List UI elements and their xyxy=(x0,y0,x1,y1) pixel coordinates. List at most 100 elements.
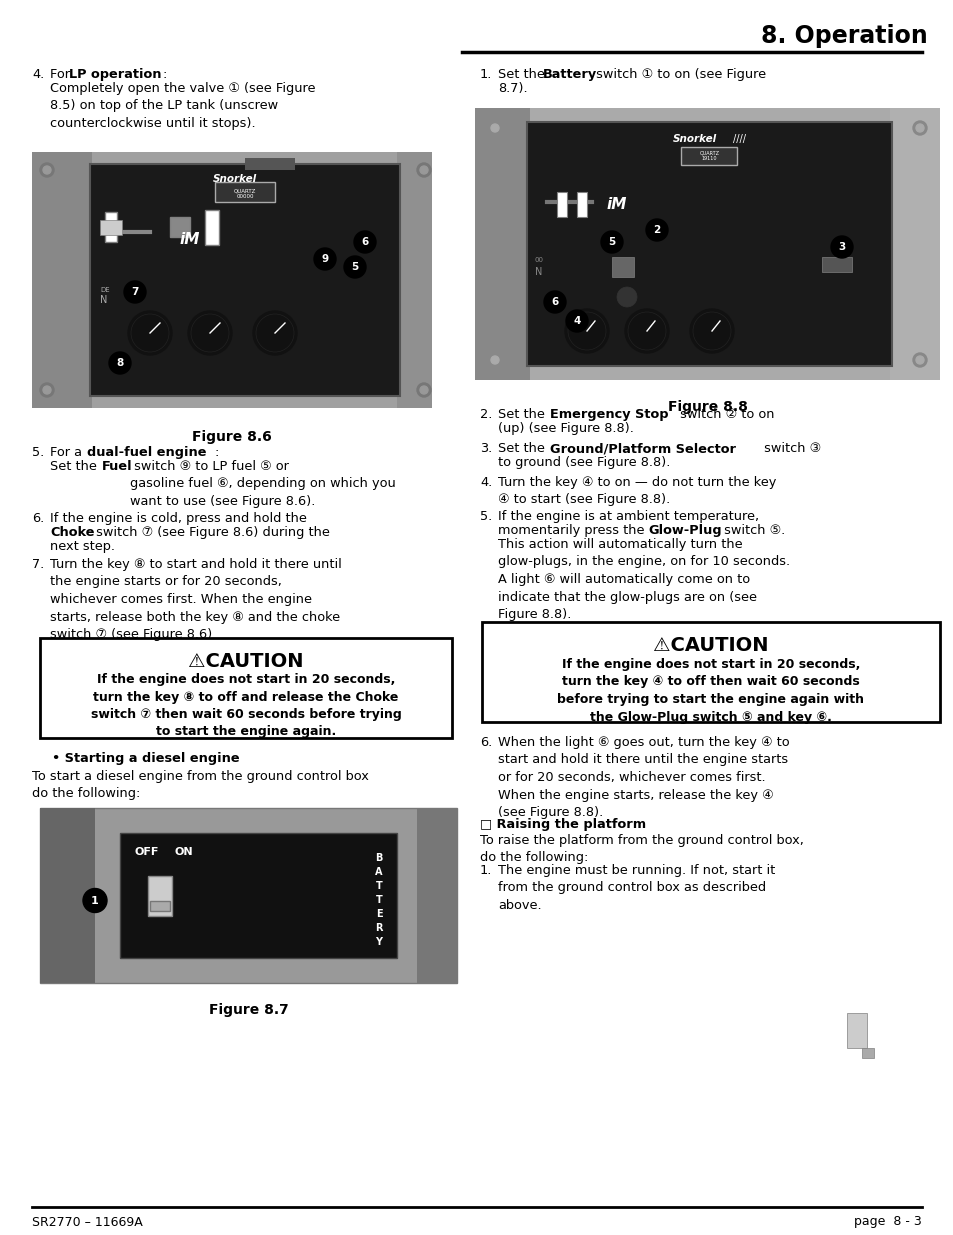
Text: T: T xyxy=(375,895,382,905)
Text: Glow-Plug: Glow-Plug xyxy=(647,524,720,537)
Circle shape xyxy=(416,163,431,177)
Text: 1: 1 xyxy=(91,895,99,905)
Text: B: B xyxy=(375,853,382,863)
Text: Set the: Set the xyxy=(497,442,548,454)
Text: SR2770 – 11669A: SR2770 – 11669A xyxy=(32,1215,143,1229)
Text: 00: 00 xyxy=(535,257,543,263)
Text: iM: iM xyxy=(606,198,626,212)
Circle shape xyxy=(40,383,54,396)
Circle shape xyxy=(354,231,375,253)
Text: 9: 9 xyxy=(321,254,328,264)
Circle shape xyxy=(645,219,667,241)
Circle shape xyxy=(83,888,107,913)
Circle shape xyxy=(689,309,733,353)
Text: When the light ⑥ goes out, turn the key ④ to
start and hold it there until the e: When the light ⑥ goes out, turn the key … xyxy=(497,736,789,819)
Text: 4: 4 xyxy=(573,316,580,326)
Text: If the engine does not start in 20 seconds,
turn the key ④ to off then wait 60 s: If the engine does not start in 20 secon… xyxy=(557,658,863,724)
Text: OFF: OFF xyxy=(135,847,159,857)
Text: N: N xyxy=(535,267,542,277)
Bar xyxy=(40,808,456,983)
Text: momentarily press the: momentarily press the xyxy=(497,524,648,537)
Bar xyxy=(862,1049,873,1058)
Bar xyxy=(680,147,737,165)
Bar xyxy=(846,1013,866,1049)
Bar xyxy=(612,257,634,277)
Bar xyxy=(90,164,399,396)
Text: 7: 7 xyxy=(132,287,138,296)
Bar xyxy=(148,876,172,915)
Circle shape xyxy=(488,353,501,367)
Circle shape xyxy=(128,311,172,354)
Bar xyxy=(526,122,891,366)
Circle shape xyxy=(564,309,608,353)
Text: (up) (see Figure 8.8).: (up) (see Figure 8.8). xyxy=(497,422,633,435)
Text: Figure 8.8: Figure 8.8 xyxy=(667,400,746,414)
Circle shape xyxy=(491,356,498,364)
Text: dual-fuel engine: dual-fuel engine xyxy=(87,446,206,459)
Text: 5: 5 xyxy=(351,262,358,272)
Bar xyxy=(557,191,566,217)
Circle shape xyxy=(253,311,296,354)
Text: 6.: 6. xyxy=(479,736,492,748)
Circle shape xyxy=(124,282,146,303)
Text: LP operation: LP operation xyxy=(69,68,161,82)
Text: ON: ON xyxy=(174,847,193,857)
Text: If the engine is at ambient temperature,: If the engine is at ambient temperature, xyxy=(497,510,759,522)
Text: switch ⑦ (see Figure 8.6) during the: switch ⑦ (see Figure 8.6) during the xyxy=(91,526,330,538)
Bar xyxy=(32,152,432,408)
Text: Snorkel: Snorkel xyxy=(213,174,256,184)
Text: 3.: 3. xyxy=(479,442,492,454)
Bar xyxy=(245,158,294,170)
Text: Y: Y xyxy=(375,937,382,947)
Text: 8.7).: 8.7). xyxy=(497,82,527,95)
Circle shape xyxy=(491,124,498,132)
Bar xyxy=(40,808,95,983)
Circle shape xyxy=(488,121,501,135)
Text: Completely open the valve ① (see Figure
8.5) on top of the LP tank (unscrew
coun: Completely open the valve ① (see Figure … xyxy=(50,82,315,130)
Text: ⚠CAUTION: ⚠CAUTION xyxy=(188,652,303,671)
Text: E: E xyxy=(375,909,382,919)
Circle shape xyxy=(543,291,565,312)
Text: To start a diesel engine from the ground control box
do the following:: To start a diesel engine from the ground… xyxy=(32,769,369,800)
Circle shape xyxy=(624,309,668,353)
Text: 3: 3 xyxy=(838,242,844,252)
Text: Set the: Set the xyxy=(50,459,101,473)
Circle shape xyxy=(43,387,51,394)
Circle shape xyxy=(565,310,587,332)
Text: switch ③: switch ③ xyxy=(760,442,821,454)
Text: If the engine is cold, press and hold the: If the engine is cold, press and hold th… xyxy=(50,513,307,525)
Text: switch ⑤.: switch ⑤. xyxy=(720,524,784,537)
Text: QUARTZ
19110: QUARTZ 19110 xyxy=(699,151,719,162)
Circle shape xyxy=(912,121,926,135)
Text: switch ⑨ to LP fuel ⑤ or
gasoline fuel ⑥, depending on which you
want to use (se: switch ⑨ to LP fuel ⑤ or gasoline fuel ⑥… xyxy=(130,459,395,508)
Bar xyxy=(396,152,432,408)
Bar xyxy=(40,638,452,739)
Text: page  8 - 3: page 8 - 3 xyxy=(853,1215,921,1229)
Text: Set the: Set the xyxy=(497,68,548,82)
Text: 5: 5 xyxy=(608,237,615,247)
Text: 1.: 1. xyxy=(479,864,492,877)
Circle shape xyxy=(43,165,51,174)
Circle shape xyxy=(915,124,923,132)
Bar xyxy=(170,217,190,237)
Circle shape xyxy=(344,256,366,278)
Text: 4.: 4. xyxy=(32,68,44,82)
Text: Figure 8.6: Figure 8.6 xyxy=(192,430,272,445)
Text: 1.: 1. xyxy=(479,68,492,82)
Text: Choke: Choke xyxy=(50,526,94,538)
Text: 2: 2 xyxy=(653,225,659,235)
Circle shape xyxy=(188,311,232,354)
Text: switch ② to on: switch ② to on xyxy=(676,408,774,421)
Text: Set the: Set the xyxy=(497,408,548,421)
Text: :: : xyxy=(214,446,219,459)
Circle shape xyxy=(912,353,926,367)
Text: QUARTZ
00000: QUARTZ 00000 xyxy=(233,189,256,199)
Text: For a: For a xyxy=(50,446,86,459)
Text: Snorkel: Snorkel xyxy=(672,135,716,144)
Text: Turn the key ④ to on — do not turn the key
④ to start (see Figure 8.8).: Turn the key ④ to on — do not turn the k… xyxy=(497,475,776,506)
Text: To raise the platform from the ground control box,
do the following:: To raise the platform from the ground co… xyxy=(479,834,803,864)
Text: Fuel: Fuel xyxy=(102,459,132,473)
Text: • Starting a diesel engine: • Starting a diesel engine xyxy=(52,752,239,764)
Bar xyxy=(481,622,939,722)
Text: □ Raising the platform: □ Raising the platform xyxy=(479,818,645,831)
